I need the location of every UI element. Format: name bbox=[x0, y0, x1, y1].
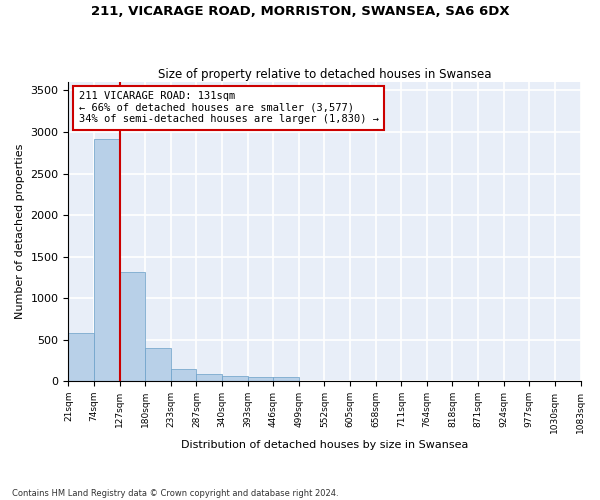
Text: Contains HM Land Registry data © Crown copyright and database right 2024.: Contains HM Land Registry data © Crown c… bbox=[12, 488, 338, 498]
Bar bbox=[94, 140, 119, 381]
Bar bbox=[273, 378, 299, 381]
Text: 211, VICARAGE ROAD, MORRISTON, SWANSEA, SA6 6DX: 211, VICARAGE ROAD, MORRISTON, SWANSEA, … bbox=[91, 5, 509, 18]
Bar bbox=[68, 333, 94, 381]
Bar bbox=[222, 376, 248, 381]
Bar bbox=[171, 368, 196, 381]
X-axis label: Distribution of detached houses by size in Swansea: Distribution of detached houses by size … bbox=[181, 440, 468, 450]
Y-axis label: Number of detached properties: Number of detached properties bbox=[15, 144, 25, 320]
Bar bbox=[248, 377, 273, 381]
Bar bbox=[196, 374, 222, 381]
Bar bbox=[119, 272, 145, 381]
Bar bbox=[145, 348, 171, 381]
Title: Size of property relative to detached houses in Swansea: Size of property relative to detached ho… bbox=[158, 68, 491, 81]
Text: 211 VICARAGE ROAD: 131sqm
← 66% of detached houses are smaller (3,577)
34% of se: 211 VICARAGE ROAD: 131sqm ← 66% of detac… bbox=[79, 91, 379, 124]
